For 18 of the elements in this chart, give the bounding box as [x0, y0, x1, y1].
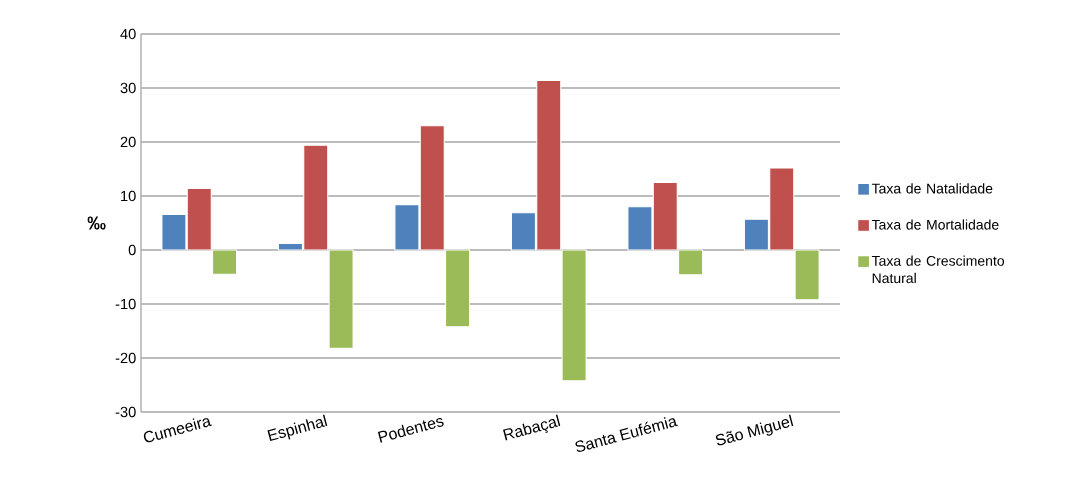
x-tick-label: São Miguel: [715, 414, 794, 446]
x-tick-label: Rabaçal: [503, 414, 561, 441]
x-tick-label: Espinhal: [267, 414, 328, 442]
y-tick-label: -30: [115, 406, 136, 418]
y-tick-label: -20: [115, 352, 136, 364]
y-tick-label: 20: [120, 136, 136, 148]
y-tick-label: 0: [128, 244, 136, 256]
legend-label: Taxa de Crescimento Natural: [871, 255, 1005, 284]
y-tick-label: 40: [120, 28, 136, 40]
x-tick-label: Cumeeira: [143, 418, 212, 443]
legend-label: Taxa de Natalidade: [871, 183, 993, 194]
x-tick-label: Podentes: [377, 418, 444, 443]
y-tick-label: 10: [121, 190, 136, 202]
x-tick-label: Santa Eufémia: [575, 417, 678, 452]
y-axis-title: ‰: [87, 216, 106, 230]
legend-label: Taxa de Mortalidade: [871, 219, 999, 230]
y-tick-label: -10: [115, 298, 136, 310]
y-tick-label: 30: [120, 82, 136, 94]
